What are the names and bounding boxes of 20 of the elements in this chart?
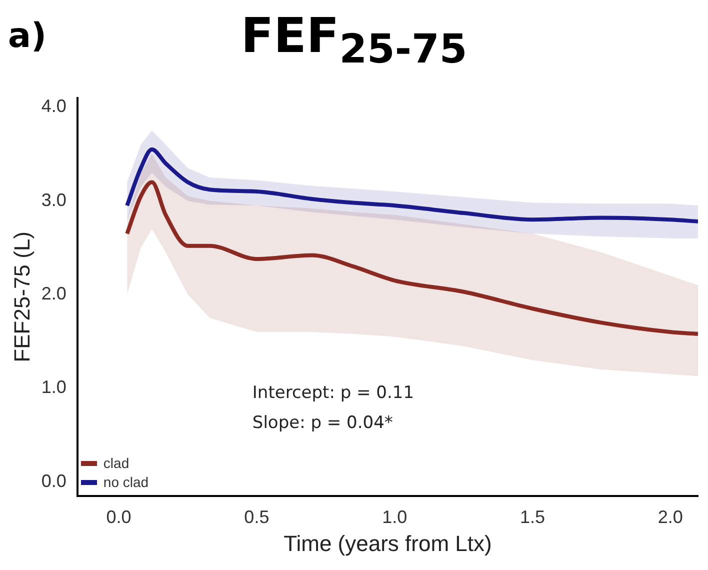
text: a) — [8, 16, 46, 56]
y-tick-label: 4.0 — [41, 96, 66, 116]
line-series — [125, 147, 698, 224]
x-tick-label: 1.0 — [382, 506, 408, 527]
x-axis-title: Time (years from Ltx) — [284, 530, 492, 556]
chart-title: FEF$_{25-75}$ — [240, 8, 468, 73]
line-series — [125, 180, 698, 336]
legend-label: no clad — [103, 473, 149, 492]
x-tick-label: 1.5 — [520, 506, 546, 527]
y-tick-label: 0.0 — [41, 470, 66, 491]
y-tick-label: 1.0 — [41, 377, 66, 398]
x-tick-label: 0.0 — [106, 506, 132, 527]
annotation: Intercept: p = 0.11 — [252, 382, 414, 403]
y-tick-label: 3.0 — [41, 190, 66, 210]
x-tick-label: 0.5 — [244, 506, 270, 527]
annotation: Slope: p = 0.04* — [252, 412, 393, 433]
x-tick-label: 2.0 — [658, 506, 683, 527]
legend-label: clad — [103, 454, 130, 473]
y-axis-title: FEF25-75 (L) — [9, 231, 34, 362]
y-tick-label: 2.0 — [41, 284, 66, 304]
